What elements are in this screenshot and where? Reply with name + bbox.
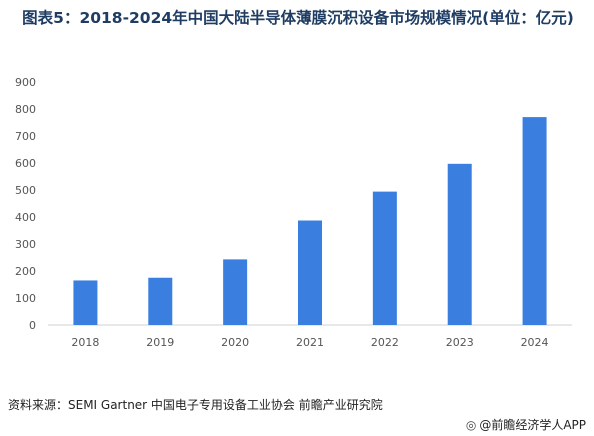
y-tick-label: 900 (15, 76, 36, 89)
y-tick-label: 400 (15, 211, 36, 224)
x-tick-label: 2024 (521, 336, 549, 349)
x-tick-label: 2023 (446, 336, 474, 349)
y-tick-label: 300 (15, 238, 36, 251)
y-tick-label: 600 (15, 157, 36, 170)
y-tick-label: 200 (15, 265, 36, 278)
bar-2020 (223, 259, 248, 325)
y-tick-label: 700 (15, 130, 36, 143)
source-note: 资料来源：SEMI Gartner 中国电子专用设备工业协会 前瞻产业研究院 (8, 398, 383, 412)
chart-title: 图表5：2018-2024年中国大陆半导体薄膜沉积设备市场规模情况(单位：亿元) (22, 9, 574, 27)
y-tick-label: 800 (15, 103, 36, 116)
x-tick-label: 2019 (146, 336, 174, 349)
bar-2023 (447, 163, 472, 325)
bar-2021 (298, 220, 322, 325)
bar-2018 (73, 280, 98, 325)
wechat-icon: ◎ (465, 418, 477, 432)
x-tick-label: 2022 (371, 336, 399, 349)
bar-2019 (148, 277, 173, 325)
x-tick-label: 2021 (296, 336, 324, 349)
brand-text: @前瞻经济学人APP (479, 418, 586, 432)
y-tick-labels: 0 100 200 300 400 500 600 700 800 900 (15, 76, 36, 332)
bars-group (73, 117, 547, 325)
bar-2024 (522, 117, 547, 325)
x-tick-label: 2020 (221, 336, 249, 349)
x-tick-labels: 2018 2019 2020 2021 2022 2023 2024 (71, 336, 548, 349)
y-tick-label: 0 (29, 319, 36, 332)
bar-2022 (372, 191, 397, 325)
y-tick-label: 100 (15, 292, 36, 305)
brand-credit: ◎ @前瞻经济学人APP (466, 416, 586, 433)
y-tick-label: 500 (15, 184, 36, 197)
x-tick-label: 2018 (71, 336, 99, 349)
